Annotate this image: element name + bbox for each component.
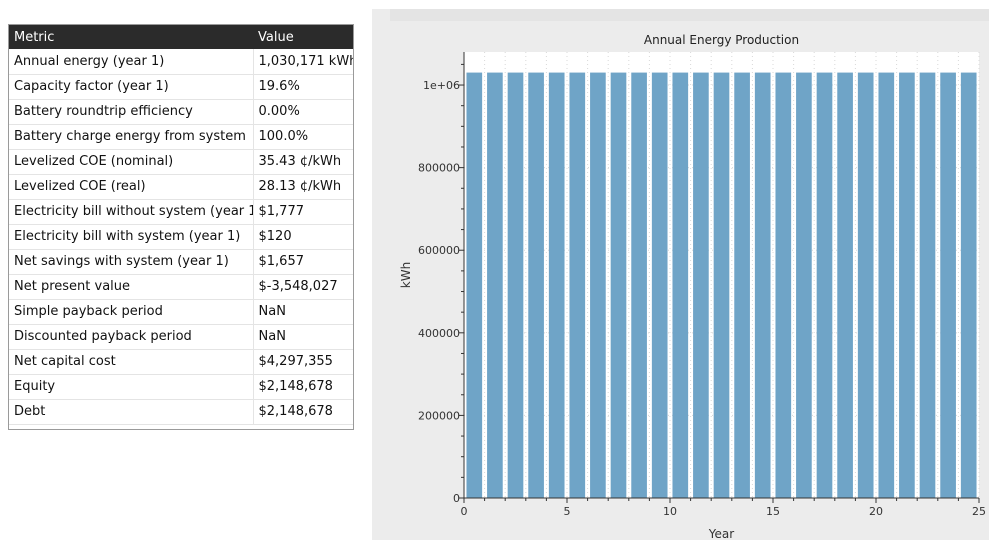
table-row[interactable]: Simple payback period NaN — [9, 299, 353, 325]
bar-year-16 — [775, 72, 792, 499]
value-cell: NaN — [253, 324, 353, 350]
metric-cell: Battery roundtrip efficiency — [9, 99, 254, 125]
bar-year-1 — [466, 72, 483, 499]
metric-cell: Battery charge energy from system — [9, 124, 254, 150]
metric-cell: Levelized COE (nominal) — [9, 149, 254, 175]
column-header-metric[interactable]: Metric — [9, 25, 253, 49]
value-cell: $1,657 — [253, 249, 353, 275]
table-row[interactable]: Net capital cost $4,297,355 — [9, 349, 353, 375]
x-tick-label: 25 — [972, 505, 986, 518]
metric-cell: Levelized COE (real) — [9, 174, 254, 200]
table-row[interactable]: Discounted payback period NaN — [9, 324, 353, 350]
bar-year-24 — [940, 72, 956, 499]
table-row[interactable]: Debt $2,148,678 — [9, 399, 353, 425]
bar-year-10 — [651, 72, 668, 499]
value-cell: 35.43 ¢/kWh — [253, 149, 353, 175]
value-cell: $-3,548,027 — [253, 274, 353, 300]
chart-title: Annual Energy Production — [644, 33, 799, 47]
value-cell: $1,777 — [253, 199, 353, 225]
table-row[interactable]: Electricity bill without system (year 1)… — [9, 199, 353, 225]
bar-year-13 — [713, 72, 730, 499]
table-row[interactable]: Annual energy (year 1) 1,030,171 kWh — [9, 49, 353, 75]
metric-cell: Annual energy (year 1) — [9, 49, 254, 75]
table-row[interactable]: Capacity factor (year 1) 19.6% — [9, 74, 353, 100]
x-tick-label: 10 — [663, 505, 677, 518]
bar-year-4 — [528, 72, 544, 499]
bar-year-18 — [816, 72, 833, 499]
annual-energy-chart: 0 5 10 15 20 25 0 200000 400000 600000 800000 1e+06… — [399, 33, 986, 540]
metric-cell: Discounted payback period — [9, 324, 254, 350]
chart-panel: 0 5 10 15 20 25 0 200000 400000 600000 800000 1e+06… — [372, 9, 989, 540]
metric-cell: Net capital cost — [9, 349, 254, 375]
y-tick-label: 400000 — [418, 327, 460, 340]
bar-year-23 — [919, 72, 936, 499]
value-cell: $2,148,678 — [253, 374, 353, 400]
bar-year-12 — [693, 72, 709, 499]
y-tick-label: 0 — [453, 492, 460, 505]
bar-year-9 — [631, 72, 647, 499]
y-tick-label: 1e+06 — [423, 79, 460, 92]
y-axis-title: kWh — [399, 262, 413, 288]
metric-cell: Capacity factor (year 1) — [9, 74, 254, 100]
column-header-value[interactable]: Value — [253, 25, 353, 49]
metric-cell: Electricity bill with system (year 1) — [9, 224, 254, 250]
metric-cell: Debt — [9, 399, 254, 425]
value-cell: 100.0% — [253, 124, 353, 150]
bar-year-2 — [487, 72, 503, 499]
table-row[interactable]: Equity $2,148,678 — [9, 374, 353, 400]
table-row[interactable]: Battery charge energy from system 100.0% — [9, 124, 353, 150]
x-tick-label: 15 — [766, 505, 780, 518]
bar-year-19 — [837, 72, 853, 499]
table-row[interactable]: Battery roundtrip efficiency 0.00% — [9, 99, 353, 125]
bar-year-11 — [672, 72, 689, 499]
metric-cell: Net present value — [9, 274, 254, 300]
bar-year-22 — [899, 72, 915, 499]
x-axis-title: Year — [708, 527, 734, 540]
x-tick-label: 5 — [564, 505, 571, 518]
value-cell: $4,297,355 — [253, 349, 353, 375]
bar-year-17 — [796, 72, 812, 499]
x-tick-label: 0 — [461, 505, 468, 518]
bar-year-21 — [878, 72, 895, 499]
chart-panel-header-bar — [390, 9, 989, 21]
metric-cell: Electricity bill without system (year 1) — [9, 199, 254, 225]
bar-year-7 — [590, 72, 606, 499]
bar-year-8 — [610, 72, 627, 499]
value-cell: NaN — [253, 299, 353, 325]
value-cell: 28.13 ¢/kWh — [253, 174, 353, 200]
metric-cell: Net savings with system (year 1) — [9, 249, 254, 275]
table-row[interactable]: Levelized COE (nominal) 35.43 ¢/kWh — [9, 149, 353, 175]
bar-year-3 — [507, 72, 524, 499]
value-cell: $120 — [253, 224, 353, 250]
bar-year-14 — [734, 72, 750, 499]
table-row[interactable]: Net savings with system (year 1) $1,657 — [9, 249, 353, 275]
value-cell: $2,148,678 — [253, 399, 353, 425]
metrics-table: Metric Value Annual energy (year 1) 1,030… — [8, 24, 354, 430]
y-tick-label: 800000 — [418, 162, 460, 175]
bar-year-25 — [960, 72, 977, 499]
bar-year-5 — [548, 72, 565, 499]
x-tick-label: 20 — [869, 505, 883, 518]
y-tick-label: 200000 — [418, 409, 460, 422]
table-header-row: Metric Value — [9, 25, 353, 49]
value-cell: 0.00% — [253, 99, 353, 125]
value-cell: 19.6% — [253, 74, 353, 100]
table-row[interactable]: Net present value $-3,548,027 — [9, 274, 353, 300]
table-row[interactable]: Electricity bill with system (year 1) $12… — [9, 224, 353, 250]
value-cell: 1,030,171 kWh — [253, 49, 353, 75]
metric-cell: Equity — [9, 374, 254, 400]
table-row[interactable]: Levelized COE (real) 28.13 ¢/kWh — [9, 174, 353, 200]
bar-year-20 — [857, 72, 874, 499]
bar-year-6 — [569, 72, 586, 499]
metric-cell: Simple payback period — [9, 299, 254, 325]
y-tick-label: 600000 — [418, 244, 460, 257]
bar-year-15 — [754, 72, 771, 499]
